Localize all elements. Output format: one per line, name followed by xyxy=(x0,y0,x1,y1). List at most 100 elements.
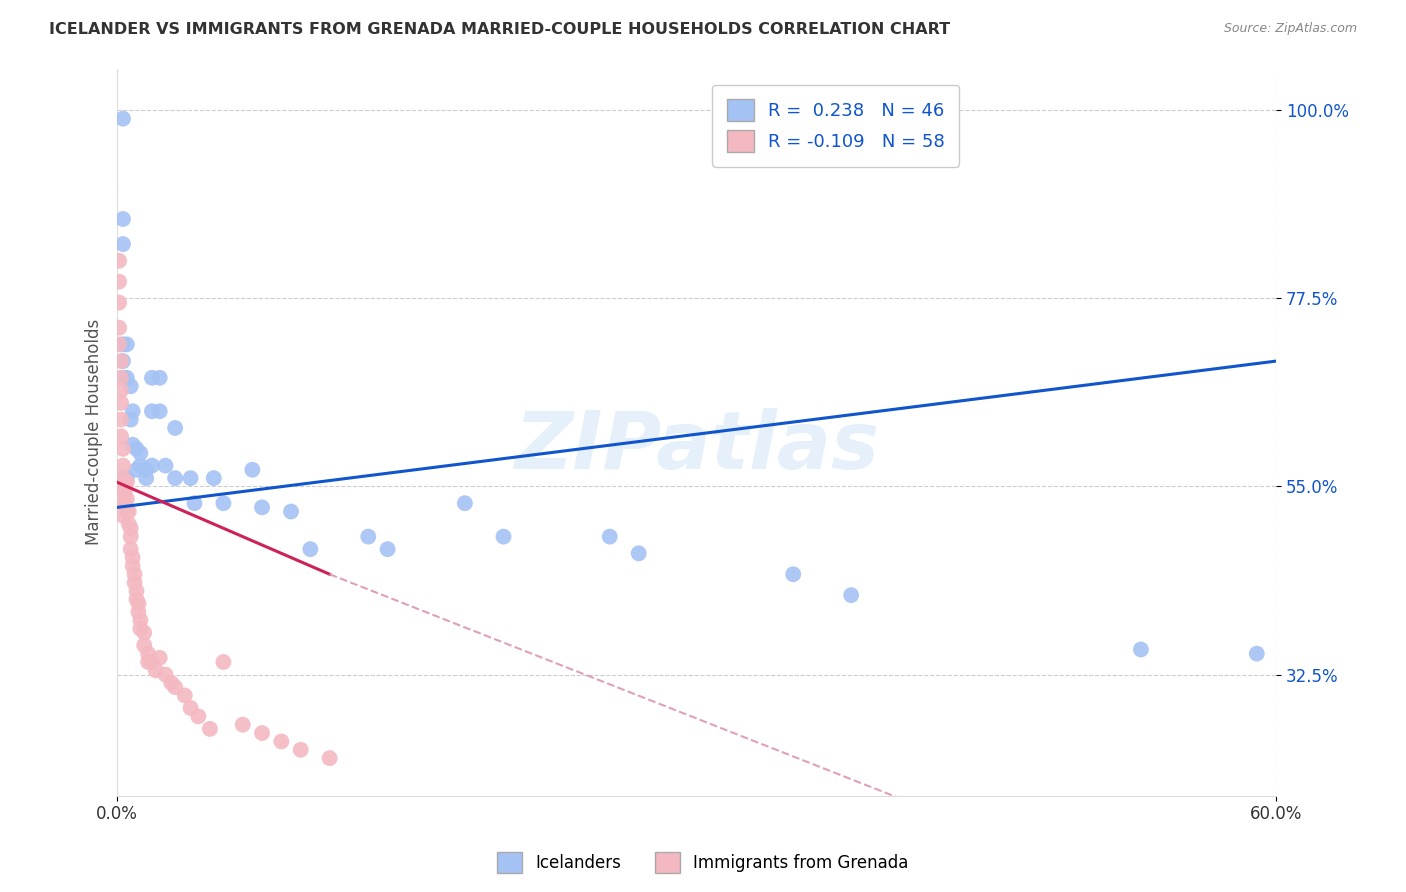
Point xyxy=(114,475,136,490)
Point xyxy=(115,475,138,490)
Point xyxy=(127,597,149,611)
Point xyxy=(115,371,138,385)
Point xyxy=(121,438,143,452)
Point xyxy=(111,458,134,473)
Point xyxy=(120,530,142,544)
Point xyxy=(125,584,148,599)
Point xyxy=(141,458,163,473)
Point xyxy=(212,655,235,669)
Point xyxy=(135,463,157,477)
Point xyxy=(108,320,131,334)
Point xyxy=(121,550,143,565)
Point xyxy=(129,446,152,460)
Point xyxy=(115,471,138,485)
Point xyxy=(377,542,399,557)
Point xyxy=(165,680,187,694)
Point xyxy=(129,613,152,627)
Point xyxy=(108,295,131,310)
Point xyxy=(110,412,132,426)
Point xyxy=(165,471,187,485)
Point xyxy=(180,701,202,715)
Point xyxy=(110,396,132,410)
Point xyxy=(135,471,157,485)
Point xyxy=(115,337,138,351)
Point xyxy=(599,530,621,544)
Legend: R =  0.238   N = 46, R = -0.109   N = 58: R = 0.238 N = 46, R = -0.109 N = 58 xyxy=(711,85,959,167)
Point xyxy=(111,371,134,385)
Point xyxy=(270,734,292,748)
Point xyxy=(134,638,156,652)
Point xyxy=(121,404,143,418)
Point xyxy=(120,379,142,393)
Point xyxy=(124,567,146,582)
Point xyxy=(108,253,131,268)
Point xyxy=(782,567,804,582)
Point xyxy=(155,458,177,473)
Point xyxy=(180,471,202,485)
Point xyxy=(110,384,132,398)
Point xyxy=(129,622,152,636)
Point xyxy=(111,337,134,351)
Point xyxy=(118,517,141,532)
Point xyxy=(232,717,254,731)
Point xyxy=(145,664,167,678)
Point xyxy=(111,471,134,485)
Point xyxy=(250,500,273,515)
Point xyxy=(160,676,183,690)
Point xyxy=(125,592,148,607)
Point xyxy=(280,504,302,518)
Text: ICELANDER VS IMMIGRANTS FROM GRENADA MARRIED-COUPLE HOUSEHOLDS CORRELATION CHART: ICELANDER VS IMMIGRANTS FROM GRENADA MAR… xyxy=(49,22,950,37)
Point xyxy=(173,689,195,703)
Point xyxy=(149,404,172,418)
Point xyxy=(141,404,163,418)
Point xyxy=(125,463,148,477)
Point xyxy=(120,542,142,557)
Point xyxy=(187,709,209,723)
Point xyxy=(183,496,205,510)
Point xyxy=(110,429,132,443)
Point xyxy=(129,458,152,473)
Y-axis label: Married-couple Households: Married-couple Households xyxy=(86,319,103,545)
Point xyxy=(111,211,134,226)
Point xyxy=(111,471,134,485)
Point xyxy=(134,625,156,640)
Point xyxy=(357,530,380,544)
Point xyxy=(110,354,132,368)
Point xyxy=(111,442,134,456)
Point xyxy=(141,655,163,669)
Point xyxy=(121,558,143,573)
Point xyxy=(1246,647,1268,661)
Point xyxy=(318,751,340,765)
Point xyxy=(118,504,141,518)
Point xyxy=(155,667,177,681)
Point xyxy=(111,354,134,368)
Point xyxy=(627,546,650,560)
Text: Source: ZipAtlas.com: Source: ZipAtlas.com xyxy=(1223,22,1357,36)
Point xyxy=(114,483,136,498)
Point xyxy=(492,530,515,544)
Text: ZIPatlas: ZIPatlas xyxy=(515,408,879,485)
Point xyxy=(299,542,322,557)
Point xyxy=(136,655,159,669)
Point xyxy=(242,463,264,477)
Point xyxy=(111,496,134,510)
Point xyxy=(120,521,142,535)
Point xyxy=(125,442,148,456)
Point xyxy=(111,237,134,252)
Point xyxy=(127,605,149,619)
Point xyxy=(124,575,146,590)
Point xyxy=(202,471,225,485)
Point xyxy=(136,647,159,661)
Point xyxy=(250,726,273,740)
Point xyxy=(110,371,132,385)
Point xyxy=(108,337,131,351)
Point xyxy=(115,504,138,518)
Point xyxy=(1129,642,1152,657)
Point xyxy=(165,421,187,435)
Point xyxy=(198,722,221,736)
Point xyxy=(454,496,477,510)
Point xyxy=(839,588,862,602)
Point xyxy=(149,650,172,665)
Point xyxy=(212,496,235,510)
Point xyxy=(108,275,131,289)
